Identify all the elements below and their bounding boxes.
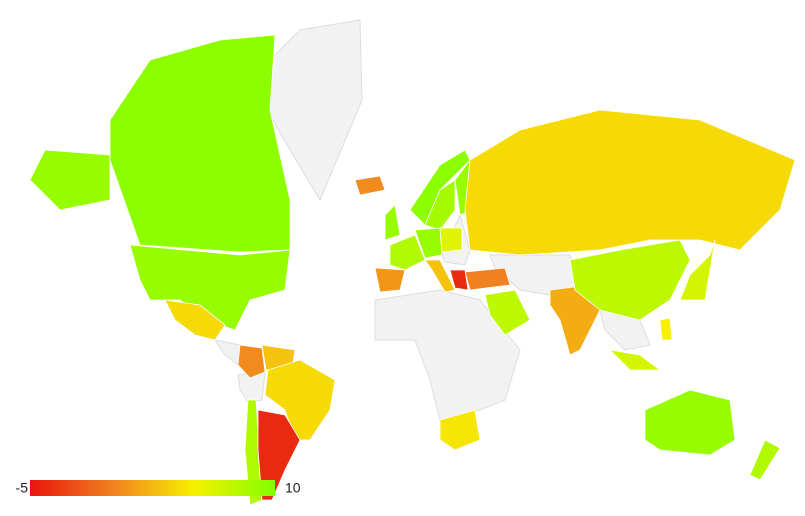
color-tick-label: 10 [285,480,301,496]
country [29,149,291,331]
country [237,344,266,379]
country [659,317,673,341]
country [384,204,401,241]
country [354,175,386,196]
country [484,289,531,336]
color-tick-label: -5 [16,480,29,496]
country [374,267,406,293]
country [164,299,226,341]
country [264,359,336,441]
country [679,239,716,301]
country [449,269,469,291]
country [749,439,781,481]
land [213,339,241,366]
country [608,349,662,371]
country [464,267,511,291]
land [374,289,521,421]
countries [29,34,796,506]
background-land [213,19,651,421]
country [244,399,263,506]
country [424,259,456,293]
country [439,227,463,253]
color-bar [30,480,275,496]
country [569,239,691,321]
country [644,389,736,456]
country [109,34,291,253]
country [257,409,301,501]
land [249,19,363,202]
country [464,109,796,256]
country [389,234,426,271]
country [439,409,481,451]
country [414,227,443,259]
